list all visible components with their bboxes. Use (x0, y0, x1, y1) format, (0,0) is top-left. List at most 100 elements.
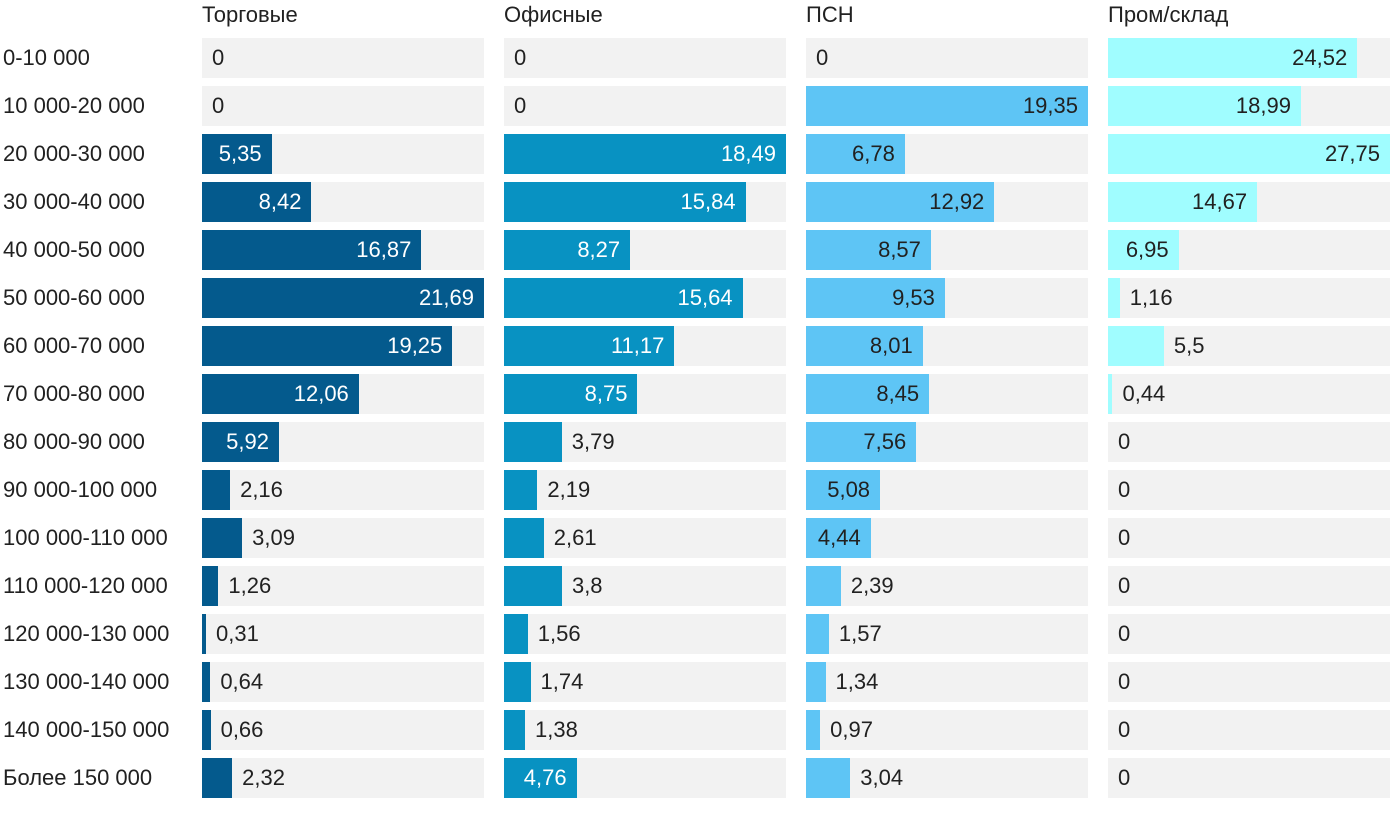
bar-value-label: 8,01 (869, 333, 913, 358)
bar-track: 0,97 (806, 710, 1088, 750)
bar (1108, 38, 1358, 78)
bar (202, 134, 272, 174)
bar (1108, 230, 1179, 270)
bar (504, 326, 675, 366)
bar-value-label: 18,99 (1235, 93, 1291, 118)
bar-track: 0 (202, 38, 484, 78)
bar-track: 0 (806, 38, 1088, 78)
category-label: 110 000-120 000 (3, 573, 168, 598)
bar-track: 11,17 (504, 326, 786, 366)
bar-value-label: 0 (514, 93, 527, 118)
bar (202, 230, 422, 270)
bar-track: 8,75 (504, 374, 786, 414)
bar (504, 134, 786, 174)
bar (504, 374, 638, 414)
bar-value-label: 0 (1118, 669, 1131, 694)
bar-value-label: 3,8 (571, 573, 603, 598)
bar-value-label: 2,19 (547, 477, 591, 502)
bar-track: 8,42 (202, 182, 484, 222)
bar-track: 3,8 (504, 566, 786, 606)
bar-track: 0,44 (1108, 374, 1390, 414)
bar-track: 0 (1108, 662, 1390, 702)
bar-value-label: 3,79 (571, 429, 615, 454)
bar-track: 8,45 (806, 374, 1088, 414)
bar (504, 518, 544, 558)
bar-track: 19,25 (202, 326, 484, 366)
bar-track: 5,35 (202, 134, 484, 174)
bar-value-label: 11,17 (610, 333, 665, 358)
bar-value-label: 2,39 (850, 573, 894, 598)
bar-value-label: 8,75 (584, 381, 628, 406)
bar (504, 710, 526, 750)
category-label: 130 000-140 000 (3, 669, 170, 694)
bar-value-label: 3,09 (252, 525, 295, 550)
bar (806, 422, 917, 462)
bar-value-label: 5,92 (226, 429, 269, 454)
bar-value-label: 27,75 (1324, 141, 1380, 166)
bar-value-label: 1,38 (535, 717, 578, 742)
bar-value-label: 19,35 (1022, 93, 1078, 118)
bar-value-label: 0,64 (220, 669, 264, 694)
bar (806, 182, 995, 222)
bar (504, 278, 743, 318)
bar (202, 278, 484, 318)
bar (504, 470, 538, 510)
bar-track: 0 (202, 86, 484, 126)
bar-track: 0 (504, 86, 786, 126)
bar-track: 1,26 (202, 566, 484, 606)
category-label: 80 000-90 000 (3, 429, 145, 454)
bar-value-label: 0 (1118, 429, 1131, 454)
bar-value-label: 0,66 (220, 717, 264, 742)
bar-track: 2,19 (504, 470, 786, 510)
bar-track: 1,34 (806, 662, 1088, 702)
bar (504, 614, 528, 654)
series-header: ПСН (806, 2, 854, 27)
bar-track: 0,66 (202, 710, 484, 750)
bar (202, 326, 453, 366)
bar-value-label: 2,16 (240, 477, 283, 502)
bar-track: 3,04 (806, 758, 1088, 798)
bar-value-label: 16,87 (356, 237, 412, 262)
bar-track: 0,64 (202, 662, 484, 702)
bar-track: 0 (1108, 566, 1390, 606)
bar-value-label: 0 (212, 93, 225, 118)
bar-track: 6,95 (1108, 230, 1390, 270)
bar-track: 1,74 (504, 662, 786, 702)
bar (202, 182, 312, 222)
bar-value-label: 4,44 (817, 525, 861, 550)
bar-value-label: 1,34 (835, 669, 879, 694)
bar (806, 518, 871, 558)
bar (1108, 326, 1164, 366)
bar-track: 19,35 (806, 86, 1088, 126)
bar (806, 278, 945, 318)
bar (202, 662, 211, 702)
bar-track: 0 (1108, 758, 1390, 798)
bar-value-label: 0,44 (1122, 381, 1166, 406)
bar-value-label: 1,56 (537, 621, 581, 646)
bar-value-label: 7,56 (863, 429, 907, 454)
category-label: 70 000-80 000 (3, 381, 145, 406)
bar-value-label: 3,04 (860, 765, 904, 790)
category-label: 40 000-50 000 (3, 237, 145, 262)
bar-value-label: 6,78 (851, 141, 895, 166)
bar (806, 374, 930, 414)
bar-track: 0 (1108, 518, 1390, 558)
bar (504, 758, 577, 798)
bar (806, 614, 829, 654)
bar (806, 230, 931, 270)
bar-track: 15,64 (504, 278, 786, 318)
bar-track: 1,16 (1108, 278, 1390, 318)
bar-track: 0 (1108, 422, 1390, 462)
bar (806, 710, 821, 750)
category-label: 60 000-70 000 (3, 333, 145, 358)
bar-value-label: 8,42 (258, 189, 302, 214)
bar-track: 14,67 (1108, 182, 1390, 222)
bar-track: 0 (504, 38, 786, 78)
bar-track: 15,84 (504, 182, 786, 222)
bar-value-label: 1,16 (1129, 285, 1173, 310)
bar (202, 710, 211, 750)
bar-value-label: 24,52 (1292, 45, 1348, 70)
bar (806, 86, 1088, 126)
bar-value-label: 0 (212, 45, 225, 70)
